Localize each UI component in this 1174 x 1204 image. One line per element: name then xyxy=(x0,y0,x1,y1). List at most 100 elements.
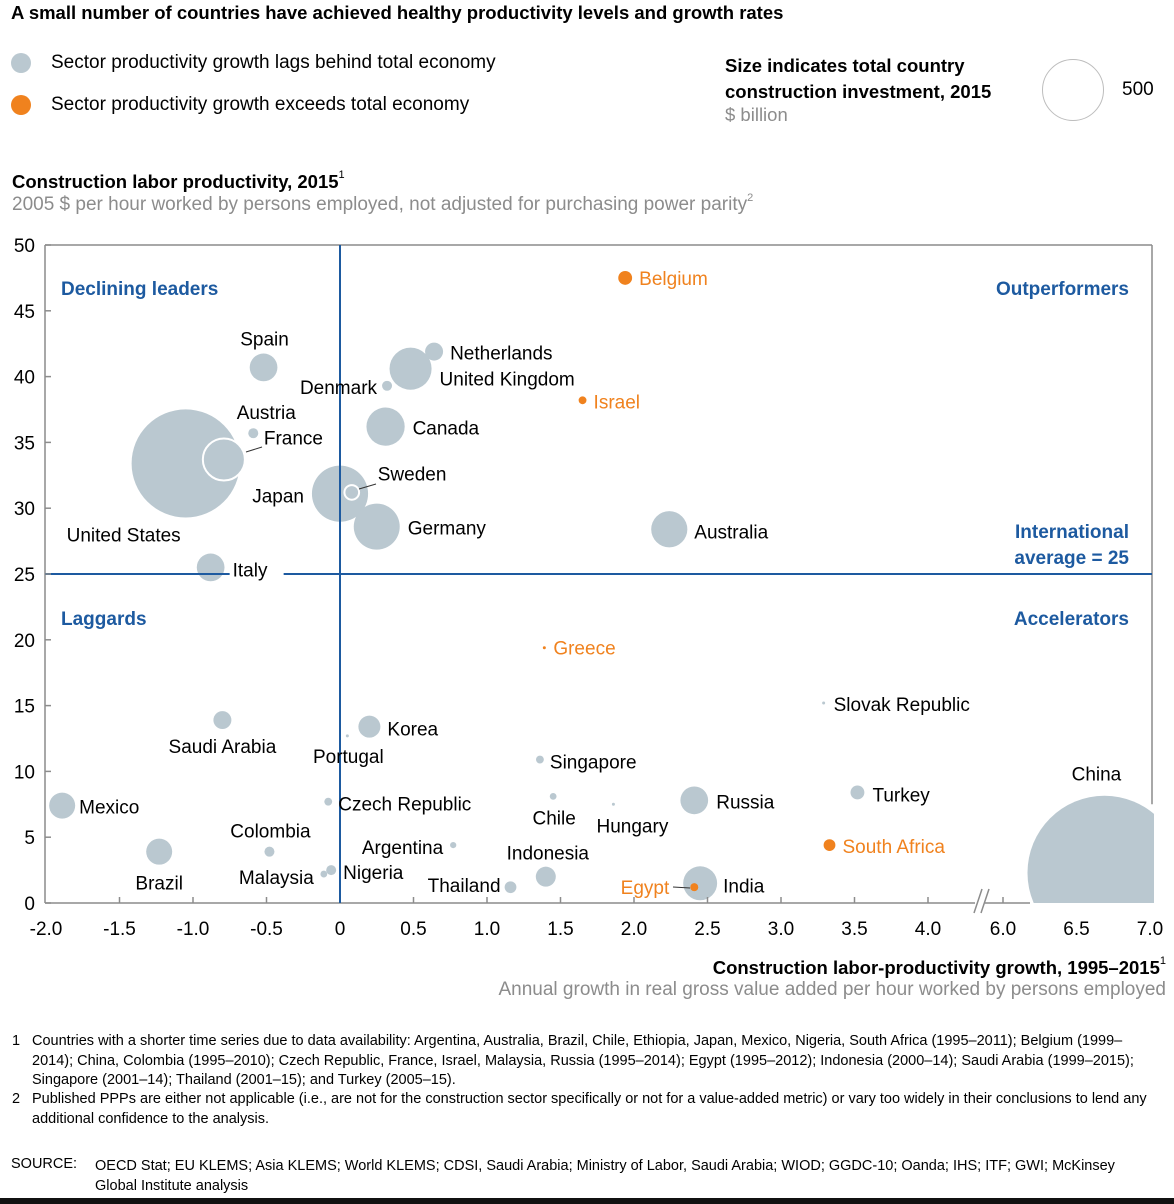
y-axis-subtitle-text: 2005 $ per hour worked by persons employ… xyxy=(12,194,748,215)
bubble-greece xyxy=(542,646,546,650)
y-tick-label: 35 xyxy=(14,433,35,454)
point-label-hungary: Hungary xyxy=(597,816,669,837)
chart-title: A small number of countries have achieve… xyxy=(11,2,784,23)
point-label-slovak-republic: Slovak Republic xyxy=(834,695,970,716)
x-tick-label: 0 xyxy=(335,919,346,940)
bubble-colombia xyxy=(264,846,275,857)
axes-layer xyxy=(44,244,1153,914)
point-label-malaysia: Malaysia xyxy=(239,868,314,889)
bubbles-layer xyxy=(49,270,1154,903)
bubble-china xyxy=(1027,795,1154,903)
bubble-chile xyxy=(549,793,557,800)
quadrant-label-declining-leaders: Declining leaders xyxy=(61,279,218,300)
footnote-1-text: Countries with a shorter time series due… xyxy=(32,1033,1134,1088)
point-label-egypt: Egypt xyxy=(621,878,670,899)
point-label-turkey: Turkey xyxy=(872,785,930,806)
point-label-denmark: Denmark xyxy=(300,378,378,399)
bubble-israel xyxy=(578,396,587,405)
bottom-border xyxy=(0,1198,1174,1204)
bubble-portugal xyxy=(345,734,349,738)
x-axis-title: Construction labor-productivity growth, … xyxy=(712,955,1166,979)
point-label-portugal: Portugal xyxy=(313,747,384,768)
point-label-austria: Austria xyxy=(237,403,297,424)
point-label-indonesia: Indonesia xyxy=(507,844,590,865)
point-label-brazil: Brazil xyxy=(135,874,183,895)
point-label-israel: Israel xyxy=(594,392,640,413)
bubble-denmark xyxy=(382,380,393,391)
bubble-argentina xyxy=(450,841,457,849)
point-label-chile: Chile xyxy=(532,808,575,829)
x-axis-subtitle: Annual growth in real gross value added … xyxy=(498,979,1166,1000)
point-label-spain: Spain xyxy=(240,329,289,350)
axis-break-mark-2 xyxy=(980,888,990,914)
bubble-hungary xyxy=(611,802,615,806)
bubble-mexico xyxy=(49,792,76,819)
x-tick-label: 1.0 xyxy=(474,919,500,940)
axis-break-mark-1 xyxy=(973,888,983,914)
bubble-korea xyxy=(358,715,381,738)
point-label-japan: Japan xyxy=(252,487,304,508)
size-legend-title: Size indicates total country constructio… xyxy=(725,55,992,102)
y-tick-label: 25 xyxy=(14,565,35,586)
point-label-australia: Australia xyxy=(694,522,768,543)
point-label-sweden: Sweden xyxy=(378,464,447,485)
bubble-south-africa xyxy=(823,839,836,851)
bubble-germany xyxy=(353,503,400,550)
bubble-belgium xyxy=(618,270,633,285)
x-tick-label: 2.0 xyxy=(621,919,647,940)
bubble-sweden xyxy=(343,484,361,501)
bubble-czech-republic xyxy=(324,797,333,806)
point-label-singapore: Singapore xyxy=(550,753,637,774)
x-tick-label: 7.0 xyxy=(1137,919,1163,940)
point-label-greece: Greece xyxy=(553,639,615,660)
size-legend-circle xyxy=(1042,59,1104,121)
quadrant-label-outperformers: Outperformers xyxy=(996,279,1129,300)
bubble-turkey xyxy=(850,785,865,800)
point-label-south-africa: South Africa xyxy=(843,837,946,858)
y-tick-label: 50 xyxy=(14,236,35,257)
x-tick-label: 0.5 xyxy=(400,919,426,940)
bubble-indonesia xyxy=(535,866,556,887)
point-label-belgium: Belgium xyxy=(639,269,708,290)
point-label-saudi-arabia: Saudi Arabia xyxy=(169,737,277,758)
point-label-russia: Russia xyxy=(716,792,775,813)
x-tick-label: -2.0 xyxy=(30,919,63,940)
x-axis-title-text: Construction labor-productivity growth, … xyxy=(712,957,1160,978)
leader-line-france xyxy=(245,446,263,453)
point-label-thailand: Thailand xyxy=(428,876,501,897)
bubble-italy xyxy=(196,553,225,582)
x-tick-label: 2.5 xyxy=(694,919,720,940)
bubble-russia xyxy=(680,786,709,815)
leader-line-sweden xyxy=(358,483,377,490)
y-tick-label: 45 xyxy=(14,302,35,323)
point-label-nigeria: Nigeria xyxy=(343,863,404,884)
source-text: OECD Stat; EU KLEMS; Asia KLEMS; World K… xyxy=(95,1158,1115,1194)
scatter-chart: 0 5 10 15 20 25 30 35 40 45 50 -2.0 -1.5 -1.0 -0.5 0 0.5… xyxy=(14,236,1163,940)
legend-label-lag: Sector productivity growth lags behind t… xyxy=(51,52,496,73)
x-tick-label: -1.5 xyxy=(103,919,136,940)
point-label-china: China xyxy=(1072,765,1122,786)
point-label-italy: Italy xyxy=(233,560,268,581)
labels-layer: 0 5 10 15 20 25 30 35 40 45 50 -2.0 -1.5 -1.0 -0.5 0 0.5… xyxy=(14,236,1163,940)
x-tick-label: 3.0 xyxy=(768,919,794,940)
leader-line-egypt xyxy=(672,886,691,889)
bubble-france xyxy=(201,437,246,482)
x-tick-label: -0.5 xyxy=(250,919,283,940)
footnote-2: 2 Published PPPs are either not applicab… xyxy=(0,1090,1174,1130)
size-legend-unit: $ billion xyxy=(725,104,788,125)
x-tick-label: 6.0 xyxy=(990,919,1016,940)
bubble-saudi-arabia xyxy=(213,711,232,730)
bubble-slovak-republic xyxy=(822,701,826,705)
x-tick-label: 4.0 xyxy=(915,919,941,940)
footnote-1-number: 1 xyxy=(12,1033,21,1049)
y-tick-label: 40 xyxy=(14,368,35,389)
bubble-united-kingdom xyxy=(389,347,432,390)
point-label-argentina: Argentina xyxy=(362,838,444,859)
bubble-india xyxy=(683,866,718,901)
point-label-united-states: United States xyxy=(67,525,181,546)
point-label-netherlands: Netherlands xyxy=(450,344,552,365)
bubble-canada xyxy=(366,407,405,446)
bubble-nigeria xyxy=(326,865,337,876)
y-tick-label: 5 xyxy=(24,828,35,849)
bubble-egypt-top xyxy=(690,883,699,892)
